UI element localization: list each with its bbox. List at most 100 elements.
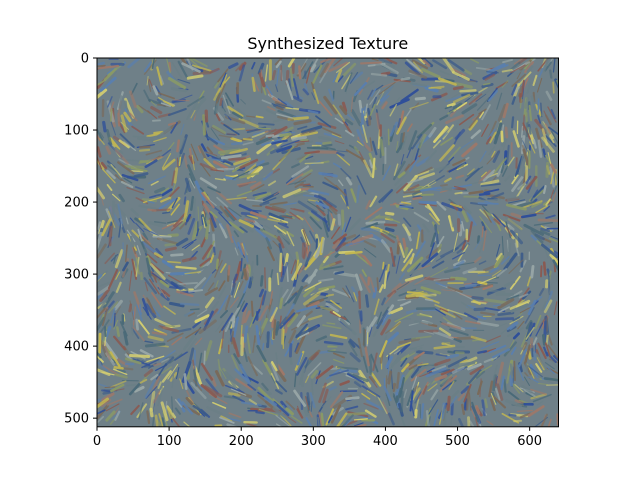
texture-stroke — [370, 372, 382, 387]
texture-stroke — [372, 352, 378, 371]
texture-stroke — [536, 353, 548, 372]
texture-stroke — [188, 173, 195, 187]
texture-stroke — [497, 311, 515, 317]
texture-stroke — [433, 358, 451, 367]
texture-stroke — [114, 148, 129, 165]
texture-stroke — [497, 103, 507, 122]
texture-stroke — [219, 366, 227, 380]
texture-stroke — [380, 71, 391, 76]
texture-stroke — [485, 335, 501, 343]
texture-stroke — [530, 264, 535, 279]
texture-stroke — [550, 359, 558, 368]
texture-stroke — [296, 356, 308, 376]
texture-stroke — [335, 412, 348, 427]
texture-stroke — [419, 403, 422, 419]
texture-stroke — [183, 373, 188, 391]
texture-stroke — [201, 213, 208, 227]
texture-stroke — [258, 288, 265, 298]
texture-stroke — [364, 294, 370, 308]
texture-stroke — [278, 232, 295, 245]
texture-stroke — [272, 319, 277, 340]
texture-stroke — [397, 118, 402, 128]
texture-stroke — [221, 312, 234, 331]
texture-stroke — [478, 260, 487, 265]
texture-stroke — [468, 392, 472, 411]
texture-stroke — [158, 97, 174, 107]
texture-stroke — [428, 85, 445, 90]
texture-stroke — [204, 134, 219, 145]
texture-stroke — [422, 223, 430, 233]
texture-stroke — [219, 416, 235, 424]
texture-stroke — [350, 96, 354, 113]
texture-stroke — [414, 96, 426, 101]
texture-stroke — [532, 351, 537, 361]
texture-stroke — [133, 172, 149, 178]
texture-stroke — [176, 139, 181, 153]
texture-stroke — [464, 283, 477, 288]
texture-stroke — [270, 362, 280, 382]
texture-stroke — [428, 242, 435, 259]
texture-stroke — [452, 158, 466, 167]
x-tick-label: 400 — [373, 434, 398, 449]
texture-stroke — [325, 302, 339, 313]
texture-stroke — [204, 151, 220, 159]
texture-stroke — [132, 245, 137, 255]
texture-stroke — [189, 308, 200, 311]
texture-stroke — [135, 104, 144, 114]
texture-stroke — [511, 73, 526, 88]
texture-stroke — [97, 354, 104, 363]
texture-stroke — [153, 130, 164, 135]
texture-stroke — [477, 350, 488, 354]
texture-stroke — [448, 380, 455, 390]
texture-stroke — [470, 202, 488, 206]
texture-stroke — [545, 161, 550, 178]
texture-stroke — [247, 383, 257, 391]
texture-stroke — [517, 71, 532, 87]
texture-stroke — [444, 267, 461, 274]
texture-stroke — [391, 382, 397, 393]
texture-stroke — [184, 177, 192, 192]
texture-stroke — [522, 200, 543, 209]
texture-stroke — [466, 362, 482, 371]
texture-stroke — [257, 394, 268, 403]
texture-stroke — [545, 214, 556, 219]
texture-stroke — [255, 324, 261, 346]
texture-stroke — [552, 81, 555, 94]
texture-stroke — [190, 381, 207, 400]
texture-stroke — [532, 74, 538, 86]
texture-stroke — [401, 363, 410, 373]
texture-stroke — [454, 185, 467, 190]
texture-stroke — [275, 414, 292, 427]
texture-stroke — [284, 126, 294, 132]
texture-stroke — [142, 196, 162, 204]
texture-stroke — [106, 183, 113, 192]
texture-stroke — [501, 68, 514, 73]
texture-stroke — [555, 270, 559, 283]
texture-stroke — [464, 95, 474, 103]
texture-stroke — [97, 307, 104, 319]
texture-stroke — [303, 216, 314, 233]
texture-stroke — [101, 371, 115, 376]
texture-stroke — [175, 237, 189, 247]
texture-stroke — [512, 62, 525, 70]
texture-stroke — [518, 348, 527, 368]
texture-stroke — [496, 361, 505, 384]
texture-stroke — [503, 341, 517, 357]
texture-stroke — [394, 170, 409, 186]
texture-stroke — [162, 158, 176, 171]
texture-stroke — [517, 86, 523, 97]
texture-stroke — [509, 363, 514, 379]
texture-stroke — [200, 273, 213, 291]
texture-stroke — [511, 84, 518, 96]
texture-stroke — [130, 208, 139, 217]
texture-stroke — [517, 201, 536, 208]
texture-stroke — [520, 79, 525, 98]
texture-stroke — [271, 70, 277, 81]
texture-stroke — [109, 351, 121, 368]
texture-stroke — [275, 389, 283, 395]
texture-stroke — [161, 259, 174, 269]
texture-stroke — [140, 240, 158, 255]
texture-stroke — [285, 407, 294, 416]
texture-stroke — [337, 75, 344, 83]
texture-stroke — [110, 163, 123, 178]
